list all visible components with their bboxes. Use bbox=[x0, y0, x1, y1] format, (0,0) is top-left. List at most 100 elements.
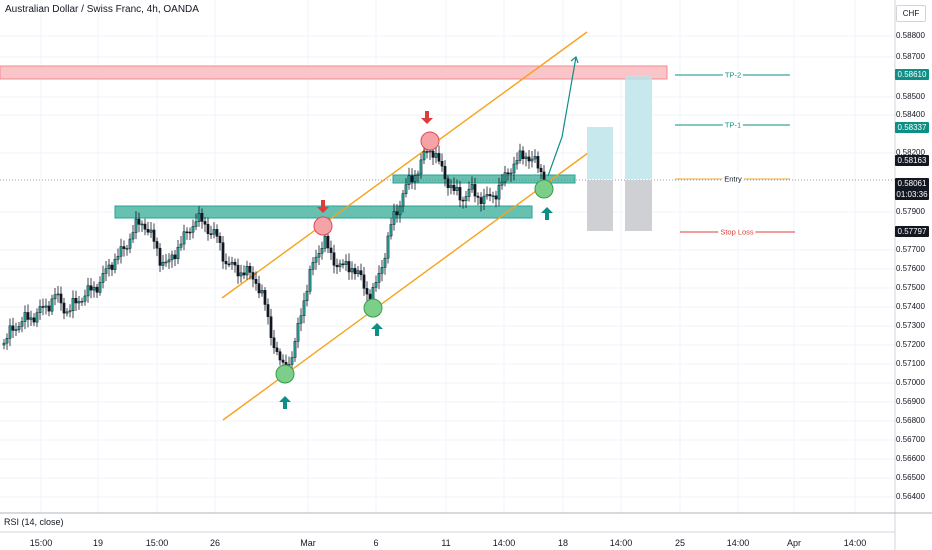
high-marker-1 bbox=[313, 216, 333, 236]
tp2-price-tag: 0.58610 bbox=[895, 69, 929, 80]
time-tick-label: 14:00 bbox=[843, 538, 867, 548]
candle-body bbox=[374, 281, 378, 288]
stop-box-tp2 bbox=[625, 180, 652, 231]
candle-body bbox=[275, 347, 279, 352]
price-tick-label: 0.57100 bbox=[896, 359, 925, 368]
close-price-tag: 0.58163 bbox=[895, 155, 929, 166]
candle-body bbox=[467, 188, 471, 197]
time-tick-label: 18 bbox=[557, 538, 569, 548]
candle-body bbox=[347, 261, 351, 273]
candle-body bbox=[47, 305, 51, 312]
candle-body bbox=[5, 337, 9, 344]
candle-body bbox=[161, 262, 165, 266]
stop-box-tp1 bbox=[587, 180, 613, 231]
candle-body bbox=[320, 248, 324, 254]
candle-body bbox=[299, 315, 303, 324]
candle-body bbox=[2, 342, 6, 346]
candle-body bbox=[86, 285, 90, 297]
candle-body bbox=[215, 229, 219, 237]
candle-body bbox=[119, 246, 123, 257]
price-tick-label: 0.57500 bbox=[896, 283, 925, 292]
candle-body bbox=[50, 298, 54, 312]
candle-body bbox=[221, 242, 225, 262]
price-tick-label: 0.58500 bbox=[896, 92, 925, 101]
tp1-price-tag: 0.58337 bbox=[895, 122, 929, 133]
candle-body bbox=[308, 269, 312, 292]
candle-body bbox=[14, 329, 18, 331]
current-price-tag: 0.58061 01:03:36 bbox=[895, 178, 929, 200]
currency-button[interactable]: CHF bbox=[896, 5, 926, 22]
candle-body bbox=[530, 158, 534, 162]
candle-body bbox=[356, 270, 360, 275]
candle-body bbox=[395, 211, 399, 216]
candle-body bbox=[323, 235, 327, 249]
stop-loss-label: Stop Loss bbox=[718, 227, 756, 237]
candle-body bbox=[500, 181, 504, 186]
candle-body bbox=[368, 293, 372, 300]
candle-body bbox=[476, 195, 480, 198]
candle-body bbox=[503, 172, 507, 183]
candle-body bbox=[326, 235, 330, 249]
candle-body bbox=[125, 248, 129, 250]
candle-body bbox=[179, 243, 183, 248]
candle-body bbox=[371, 286, 375, 300]
candle-body bbox=[365, 288, 369, 295]
candle-body bbox=[29, 317, 33, 320]
time-tick-label: Apr bbox=[786, 538, 802, 548]
candle-body bbox=[407, 175, 411, 185]
target-box-tp1 bbox=[587, 127, 613, 179]
price-tick-label: 0.57400 bbox=[896, 302, 925, 311]
candle-body bbox=[41, 306, 45, 308]
candle-body bbox=[230, 261, 234, 265]
candle-body bbox=[344, 261, 348, 265]
candle-body bbox=[17, 326, 21, 330]
candle-body bbox=[35, 312, 39, 323]
candle-body bbox=[122, 246, 126, 249]
low-marker-3 bbox=[534, 179, 554, 199]
time-tick-label: 19 bbox=[92, 538, 104, 548]
candle-body bbox=[20, 321, 24, 327]
price-tick-label: 0.56600 bbox=[896, 454, 925, 463]
candle-body bbox=[494, 195, 498, 200]
price-tick-label: 0.56800 bbox=[896, 416, 925, 425]
low-marker-2 bbox=[363, 298, 383, 318]
candle-body bbox=[539, 167, 543, 173]
price-tick-label: 0.57900 bbox=[896, 207, 925, 216]
low-marker-1 bbox=[275, 364, 295, 384]
candle-body bbox=[200, 212, 204, 222]
rsi-indicator-label[interactable]: RSI (14, close) bbox=[4, 517, 64, 527]
candle-body bbox=[206, 224, 210, 234]
candle-body bbox=[83, 295, 87, 302]
time-tick-label: Mar bbox=[300, 538, 316, 548]
price-tick-label: 0.57700 bbox=[896, 245, 925, 254]
candle-body bbox=[197, 212, 201, 222]
support-zone-upper bbox=[392, 174, 576, 184]
candle-body bbox=[263, 290, 267, 305]
candle-body bbox=[56, 293, 60, 296]
candle-body bbox=[218, 236, 222, 243]
candle-body bbox=[185, 231, 189, 234]
candle-body bbox=[59, 293, 63, 304]
candle-body bbox=[68, 310, 72, 313]
candle-body bbox=[224, 261, 228, 265]
candle-body bbox=[473, 184, 477, 197]
candle-body bbox=[389, 224, 393, 237]
time-tick-label: 26 bbox=[209, 538, 221, 548]
candle-body bbox=[248, 265, 252, 273]
candle-body bbox=[464, 196, 468, 201]
candle-body bbox=[422, 151, 426, 161]
candle-body bbox=[116, 255, 120, 260]
resistance-zone bbox=[0, 65, 668, 80]
candle-body bbox=[506, 172, 510, 175]
chart-title: Australian Dollar / Swiss Franc, 4h, OAN… bbox=[5, 4, 199, 15]
candle-body bbox=[23, 312, 27, 322]
projection-arrowhead bbox=[570, 55, 579, 64]
entry-label: Entry bbox=[722, 174, 744, 184]
candle-body bbox=[158, 247, 162, 266]
candle-body bbox=[77, 301, 81, 304]
candle-body bbox=[416, 173, 420, 176]
tp2-label: TP-2 bbox=[722, 70, 744, 80]
candle-body bbox=[212, 229, 216, 235]
candle-body bbox=[32, 317, 36, 323]
